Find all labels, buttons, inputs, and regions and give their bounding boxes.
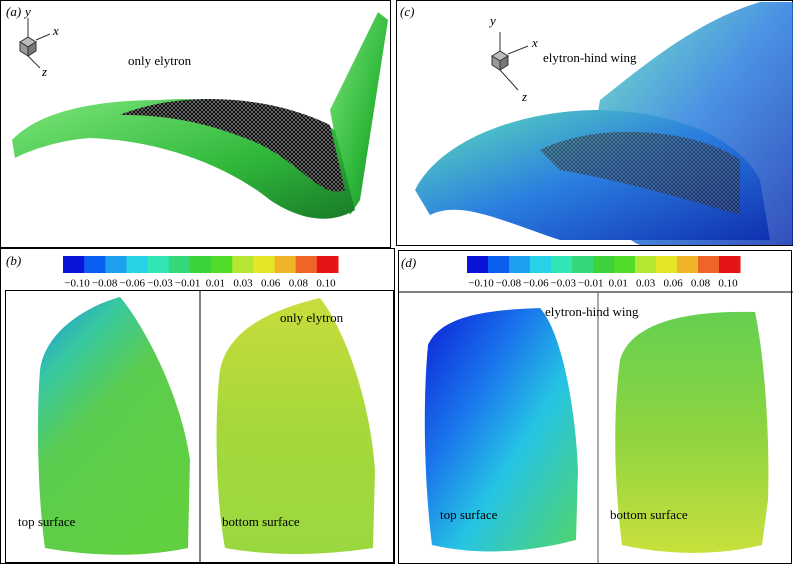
colorbar-tick-label: 0.10: [718, 278, 738, 290]
surface-frame: [5, 290, 394, 563]
colorbar-cell: [719, 256, 741, 273]
colorbar-cell: [698, 256, 720, 273]
panel-label: (d): [401, 255, 416, 270]
colorbar-cell: [635, 256, 657, 273]
panel-d: −0.10 −0.08 −0.06 −0.03 −0.01 0.01 0.03 0.06 0.0…: [398, 250, 793, 564]
colorbar-tick-label: 0.08: [691, 278, 711, 290]
colorbar-cell: [488, 256, 510, 273]
colorbar-cell: [656, 256, 678, 273]
colorbar-tick-label: −0.06: [120, 278, 146, 290]
elytron-top: [424, 308, 578, 552]
vortex-surface: [330, 12, 388, 215]
panel-caption: elytron-hind wing: [545, 304, 639, 319]
colorbar-cell: [316, 256, 339, 273]
colorbar-tick-label: −0.01: [578, 278, 603, 290]
axis-label: x: [52, 23, 59, 38]
colorbar-cell: [509, 256, 531, 273]
colorbar-cell: [295, 256, 318, 273]
colorbar-cell: [211, 256, 233, 273]
colorbar-cell: [593, 256, 615, 273]
colorbar-cell: [105, 256, 127, 273]
colorbar-cell: [467, 256, 489, 273]
elytron-mesh: [120, 98, 345, 192]
colorbar-cell: [274, 256, 297, 273]
panel-c: (c) y x z elytron-hind wing: [396, 0, 793, 246]
axis-label: y: [23, 4, 31, 19]
panel-frame: [398, 250, 792, 564]
colorbar-cell: [253, 256, 276, 273]
axis-label: y: [488, 13, 496, 28]
colorbar-cell: [126, 256, 149, 273]
axis-label: z: [521, 89, 527, 104]
colorbar-tick-label: −0.08: [496, 278, 522, 290]
colorbar-cell: [551, 256, 573, 273]
panel-frame: [0, 0, 391, 248]
colorbar-tick-label: −0.01: [175, 278, 200, 290]
colorbar-tick-label: 0.01: [206, 278, 225, 290]
colorbar: −0.10 −0.08 −0.06 −0.03 −0.01 0.01 0.03 0.06 0.0…: [63, 256, 339, 290]
colorbar-tick-label: −0.08: [92, 278, 118, 290]
surface-label: top surface: [440, 507, 498, 522]
panel-caption: only elytron: [128, 53, 192, 68]
colorbar-tick-label: −0.03: [551, 278, 577, 290]
colorbar-tick-label: 0.03: [233, 278, 253, 290]
axis-label: z: [41, 64, 47, 79]
colorbar-tick-label: 0.10: [316, 278, 336, 290]
surface-label: top surface: [18, 514, 76, 529]
elytron-bottom: [216, 298, 375, 554]
elytron-top: [37, 297, 190, 555]
panel-caption: only elytron: [280, 310, 344, 325]
colorbar-cell: [232, 256, 254, 273]
colorbar-cell: [147, 256, 170, 273]
colorbar-tick-label: 0.03: [636, 278, 656, 290]
colorbar-tick-label: −0.06: [523, 278, 549, 290]
surface-label: bottom surface: [222, 514, 300, 529]
colorbar-tick-label: 0.08: [289, 278, 309, 290]
panel-label: (b): [6, 253, 21, 268]
panel-a: (a) y x z only elytron: [0, 0, 391, 248]
colorbar-tick-label: 0.01: [609, 278, 628, 290]
panel-label: (c): [400, 4, 414, 19]
colorbar-tick-label: 0.06: [663, 278, 683, 290]
colorbar-tick-label: −0.03: [147, 278, 173, 290]
colorbar-cell: [189, 256, 212, 273]
colorbar-cell: [84, 256, 106, 273]
colorbar-cell: [168, 256, 191, 273]
colorbar: −0.10 −0.08 −0.06 −0.03 −0.01 0.01 0.03 0.06 0.0…: [467, 256, 741, 290]
panel-frame: [0, 248, 395, 564]
colorbar-cell: [614, 256, 636, 273]
panel-label: (a): [6, 4, 21, 19]
colorbar-tick-label: −0.10: [468, 278, 494, 290]
panel-caption: elytron-hind wing: [543, 50, 637, 65]
colorbar-cell: [572, 256, 594, 273]
elytron-bottom: [615, 311, 769, 553]
panel-b: −0.10 −0.08 −0.06 −0.03 −0.01 0.01 0.03 0.06 0.0…: [0, 248, 395, 564]
colorbar-cell: [677, 256, 699, 273]
surface-label: bottom surface: [610, 507, 688, 522]
colorbar-tick-label: 0.06: [261, 278, 281, 290]
colorbar-cell: [63, 256, 85, 273]
elytron-mesh: [540, 131, 740, 215]
colorbar-tick-label: −0.10: [64, 278, 90, 290]
axis-label: x: [531, 35, 538, 50]
colorbar-cell: [530, 256, 552, 273]
